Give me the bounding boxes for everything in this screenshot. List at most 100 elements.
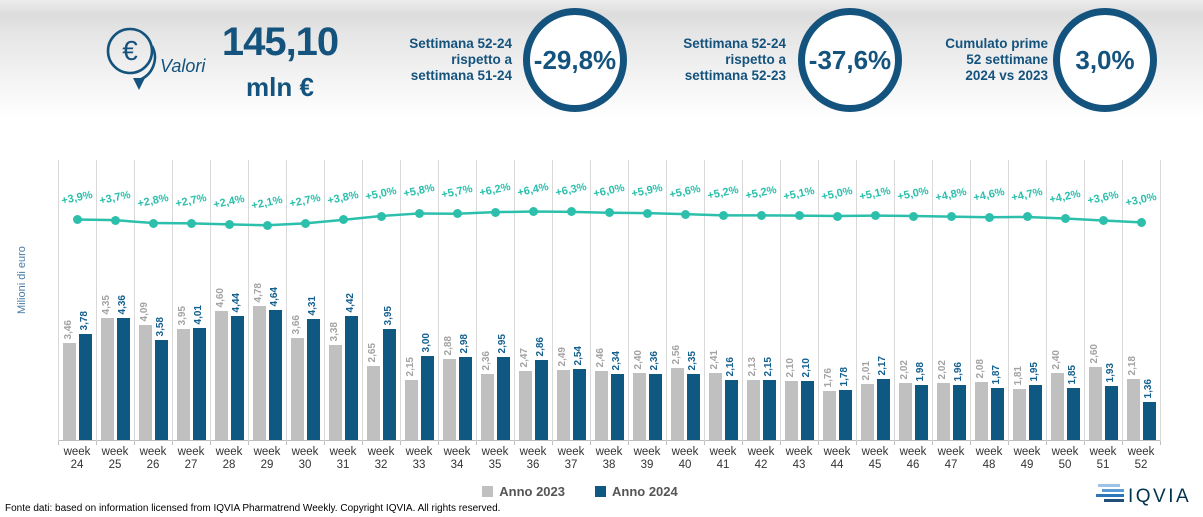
bar-value-label: 2,47 (519, 347, 530, 367)
gridline (932, 160, 933, 441)
total-value-unit: mln € (246, 72, 314, 102)
bar-anno2023-week-38 (594, 371, 608, 440)
gridline (210, 160, 211, 441)
bar-anno2024-week-42 (762, 380, 776, 440)
bar-anno2023-week-41 (708, 373, 722, 440)
bar-anno2023-week-45 (860, 384, 874, 440)
bar-anno2023-week-48 (974, 382, 988, 440)
axis-tick (248, 441, 249, 445)
axis-tick (552, 441, 553, 445)
line-marker-week-41 (718, 210, 728, 220)
line-marker-week-48 (984, 212, 994, 222)
bar-value-label: 2,56 (671, 344, 682, 364)
axis-tick (1084, 441, 1085, 445)
bar-anno2023-week-52 (1126, 379, 1140, 440)
axis-tick (286, 441, 287, 445)
bar-anno2023-week-33 (404, 380, 418, 440)
bar-anno2024-week-27 (192, 328, 206, 440)
axis-tick (1008, 441, 1009, 445)
axis-tick (628, 441, 629, 445)
bar-anno2023-week-49 (1012, 389, 1026, 440)
week-label-39: week 39 (633, 446, 661, 471)
gridline (552, 160, 553, 441)
gridline (1084, 160, 1085, 441)
gridline (172, 160, 173, 441)
total-value: 145,10 (221, 20, 339, 64)
bar-anno2023-week-25 (100, 318, 114, 440)
bar-value-label: 2,40 (1051, 349, 1062, 369)
legend-item-anno-2024: Anno 2024 (595, 484, 678, 499)
bar-anno2024-week-33 (420, 356, 434, 440)
valori-label: Valori (160, 56, 206, 76)
week-label-49: week 49 (1013, 446, 1041, 471)
kpi-3-label: Cumulato prime 52 settimane 2024 vs 2023 (945, 36, 1048, 83)
bar-value-label: 1,96 (953, 361, 964, 381)
line-marker-week-39 (642, 208, 652, 218)
line-marker-week-38 (604, 208, 614, 218)
bar-anno2024-week-37 (572, 369, 586, 440)
week-label-31: week 31 (329, 446, 357, 471)
gridline (1046, 160, 1047, 441)
gridline (704, 160, 705, 441)
bar-value-label: 4,78 (253, 282, 264, 302)
line-marker-week-27 (186, 218, 196, 228)
bar-anno2024-week-32 (382, 329, 396, 440)
bar-value-label: 2,35 (687, 350, 698, 370)
bar-value-label: 2,01 (861, 360, 872, 380)
bar-anno2024-week-52 (1142, 402, 1156, 440)
kpi-2-label: Settimana 52-24 rispetto a settimana 52-… (683, 36, 786, 83)
bar-value-label: 3,66 (291, 314, 302, 334)
week-label-34: week 34 (443, 446, 471, 471)
gridline (590, 160, 591, 441)
bar-value-label: 1,76 (823, 367, 834, 387)
bar-anno2024-week-36 (534, 360, 548, 440)
euro-down-icon: € (106, 27, 157, 90)
bar-anno2023-week-50 (1050, 373, 1064, 440)
bar-anno2023-week-26 (138, 325, 152, 440)
bar-value-label: 2,08 (975, 358, 986, 378)
week-label-32: week 32 (367, 446, 395, 471)
bar-value-label: 1,78 (839, 366, 850, 386)
bar-value-label: 4,09 (139, 301, 150, 321)
bar-anno2023-week-36 (518, 371, 532, 440)
gridline (248, 160, 249, 441)
bar-anno2024-week-30 (306, 319, 320, 440)
bar-anno2024-week-40 (686, 374, 700, 440)
line-marker-week-46 (908, 211, 918, 221)
line-marker-week-33 (414, 208, 424, 218)
axis-tick (590, 441, 591, 445)
legend-item-anno-2023: Anno 2023 (482, 484, 565, 499)
axis-tick (210, 441, 211, 445)
gridline (324, 160, 325, 441)
bar-anno2023-week-28 (214, 311, 228, 440)
axis-tick (400, 441, 401, 445)
bar-value-label: 2,40 (633, 349, 644, 369)
bar-anno2023-week-39 (632, 373, 646, 440)
bar-value-label: 4,44 (231, 292, 242, 312)
bar-value-label: 1,87 (991, 364, 1002, 384)
gridline (666, 160, 667, 441)
bar-value-label: 2,15 (405, 356, 416, 376)
bar-anno2024-week-31 (344, 316, 358, 440)
bar-anno2024-week-50 (1066, 388, 1080, 440)
axis-tick (704, 441, 705, 445)
bar-value-label: 4,35 (101, 294, 112, 314)
week-label-24: week 24 (63, 446, 91, 471)
week-label-26: week 26 (139, 446, 167, 471)
week-label-30: week 30 (291, 446, 319, 471)
y-axis-label: Milioni di euro (16, 246, 28, 314)
bar-anno2023-week-43 (784, 381, 798, 440)
line-marker-week-51 (1098, 215, 1108, 225)
gridline (400, 160, 401, 441)
line-marker-week-43 (794, 211, 804, 221)
legend-swatch-2024 (595, 486, 606, 497)
week-label-50: week 50 (1051, 446, 1079, 471)
gridline (362, 160, 363, 441)
bar-anno2024-week-45 (876, 379, 890, 440)
bar-anno2023-week-42 (746, 380, 760, 440)
data-source-note: Fonte dati: based on information license… (5, 503, 501, 514)
gridline (970, 160, 971, 441)
bar-anno2023-week-37 (556, 370, 570, 440)
bar-anno2024-week-41 (724, 380, 738, 440)
bar-value-label: 1,98 (915, 361, 926, 381)
